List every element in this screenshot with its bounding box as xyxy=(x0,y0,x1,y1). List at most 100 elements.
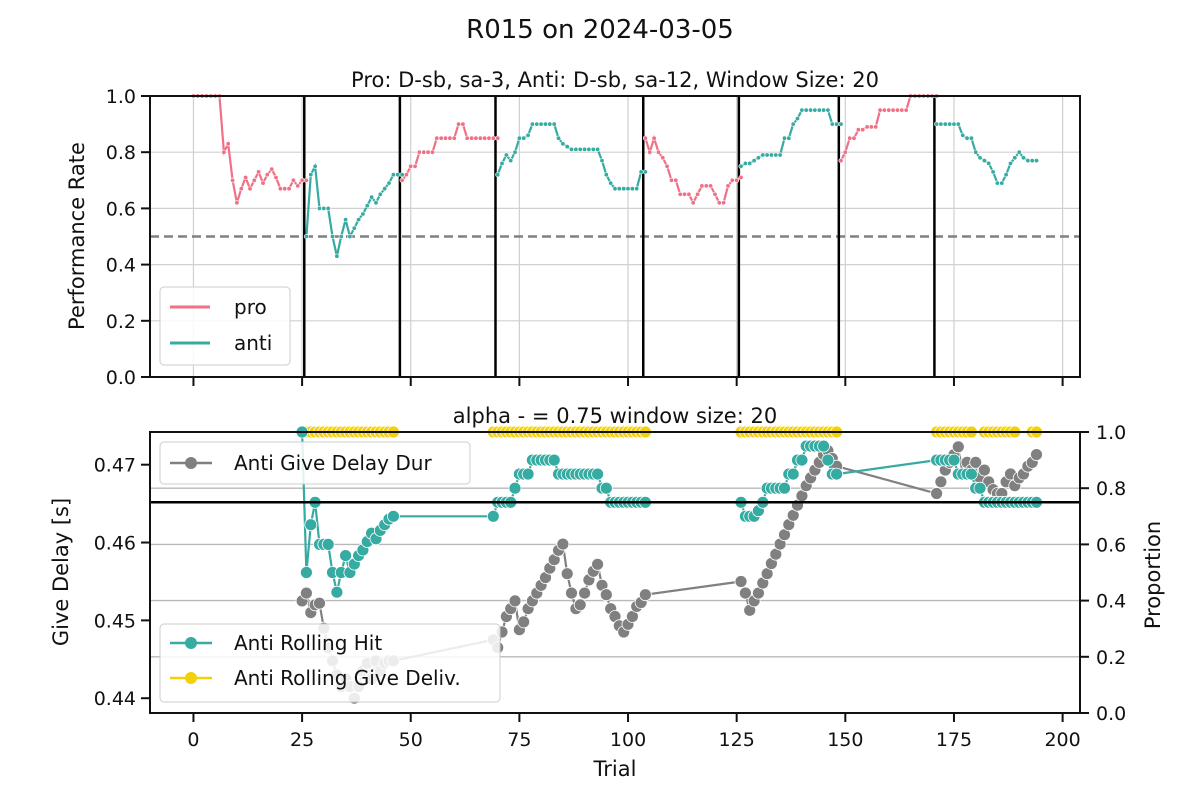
anti-point xyxy=(564,144,570,150)
pro-point xyxy=(860,127,866,133)
anti-point xyxy=(642,169,648,175)
anti-point xyxy=(1012,155,1018,161)
pro-point xyxy=(495,135,501,141)
anti-point xyxy=(503,152,509,158)
anti-point xyxy=(973,149,979,155)
top-series xyxy=(191,93,1040,259)
anti-point xyxy=(599,158,605,164)
rolling-hit-point xyxy=(778,481,791,495)
anti-point xyxy=(1025,158,1031,164)
legend-rolling-hit-marker xyxy=(185,637,197,649)
anti-point xyxy=(321,205,327,211)
pro-point xyxy=(416,149,422,155)
give-delay-point xyxy=(739,586,752,600)
bottom-legend-bottom: Anti Rolling Hit Anti Rolling Give Deliv… xyxy=(159,623,501,703)
legend-give-delay-label: Anti Give Delay Dur xyxy=(234,451,432,475)
pro-point xyxy=(664,163,670,169)
give-delay-point xyxy=(734,575,748,588)
legend-anti-label: anti xyxy=(234,331,272,355)
bottom-xtick-label: 25 xyxy=(290,729,314,751)
bottom-ylabel: Give Delay [s] xyxy=(49,498,73,646)
anti-point xyxy=(821,107,827,113)
rolling-hit-point xyxy=(339,549,353,562)
rolling-hit-point xyxy=(486,509,500,523)
bottom-y2label: Proportion xyxy=(1141,521,1165,629)
anti-point xyxy=(560,141,566,147)
anti-point xyxy=(395,172,401,178)
give-delay-chart: alpha - = 0.75 window size: 20 0.0 0.2 0.4… xyxy=(49,404,1165,781)
anti-point xyxy=(499,160,505,166)
give-delay-point xyxy=(978,463,991,477)
anti-point xyxy=(1029,158,1035,164)
pro-point xyxy=(303,177,309,183)
top-ytick-label: 0.8 xyxy=(106,142,136,164)
performance-chart: Pro: D-sb, sa-3, Anti: D-sb, sa-12, Wind… xyxy=(65,68,1081,389)
rolling-hit-point xyxy=(973,481,987,495)
bottom-xtick-label: 175 xyxy=(936,729,972,751)
anti-point xyxy=(495,172,501,178)
anti-point xyxy=(1016,149,1022,155)
anti-point xyxy=(777,152,783,158)
anti-point xyxy=(1034,158,1040,164)
anti-point xyxy=(625,186,631,192)
anti-point xyxy=(816,107,822,113)
pro-point xyxy=(447,135,453,141)
legend-pro-label: pro xyxy=(234,295,267,319)
pro-point xyxy=(442,135,448,141)
pro-point xyxy=(243,175,249,181)
bottom-xtick-label: 100 xyxy=(610,729,646,751)
give-delay-point xyxy=(930,487,943,500)
top-ytick-label: 0.2 xyxy=(106,311,136,333)
anti-point xyxy=(764,152,770,158)
pro-point xyxy=(277,186,283,192)
bottom-ytick-label: 0.45 xyxy=(94,610,136,632)
give-delay-point xyxy=(969,455,983,469)
pro-point xyxy=(451,135,457,141)
pro-point xyxy=(660,155,666,161)
pro-point xyxy=(412,163,418,169)
anti-point xyxy=(942,121,948,127)
anti-point xyxy=(325,205,331,211)
top-ytick-label: 0.0 xyxy=(106,367,136,389)
anti-point xyxy=(934,121,940,127)
anti-point xyxy=(738,163,744,169)
rolling-hit-point xyxy=(599,481,613,495)
rolling-hit-point xyxy=(947,453,961,467)
pro-point xyxy=(738,175,744,181)
pro-point xyxy=(838,158,844,164)
pro-point xyxy=(230,177,236,183)
anti-point xyxy=(308,172,314,178)
rolling-hit-point xyxy=(821,453,835,467)
anti-point xyxy=(981,158,987,164)
pro-point xyxy=(903,107,909,113)
pro-point xyxy=(890,107,896,113)
pro-point xyxy=(725,183,731,189)
anti-line xyxy=(305,162,403,257)
pro-point xyxy=(490,135,496,141)
pro-point xyxy=(282,186,288,192)
anti-point xyxy=(790,121,796,127)
anti-point xyxy=(964,135,970,141)
bottom-xtick-label: 150 xyxy=(827,729,863,751)
pro-point xyxy=(721,200,727,206)
anti-point xyxy=(538,121,544,127)
anti-point xyxy=(525,132,531,138)
pro-point xyxy=(221,149,227,155)
top-ytick-label: 0.4 xyxy=(106,255,136,277)
pro-point xyxy=(881,107,887,113)
pro-point xyxy=(225,141,231,147)
pro-point xyxy=(486,135,492,141)
anti-point xyxy=(338,234,344,240)
anti-point xyxy=(312,163,318,169)
anti-point xyxy=(755,155,761,161)
bottom-ytick-label: 0.47 xyxy=(94,455,136,477)
pro-point xyxy=(473,135,479,141)
pro-point xyxy=(677,191,683,197)
bottom-y2tick-label: 0.2 xyxy=(1096,647,1126,669)
pro-point xyxy=(734,177,740,183)
give-delay-point xyxy=(951,440,965,454)
top-ytick-label: 0.6 xyxy=(106,198,136,220)
pro-point xyxy=(864,124,870,130)
anti-point xyxy=(529,121,535,127)
